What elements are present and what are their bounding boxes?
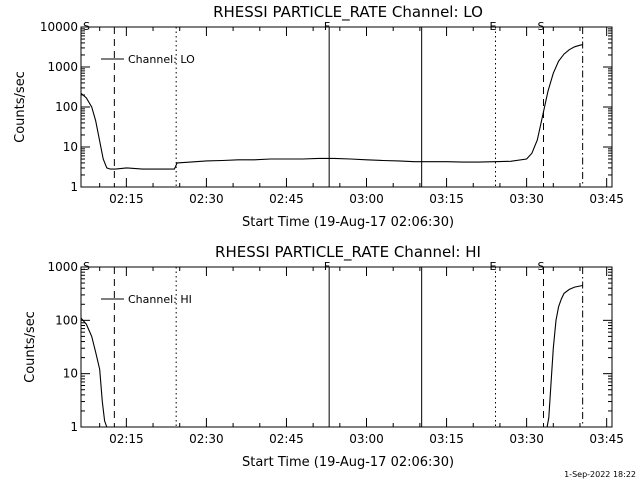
y-tick-label: 100 (55, 313, 78, 327)
x-tick-label: 03:30 (509, 192, 544, 206)
x-axis-label: Start Time (19-Aug-17 02:06:30) (242, 455, 454, 470)
event-marker-label: S (83, 20, 90, 33)
plot-frame (80, 266, 613, 428)
series-line (81, 44, 583, 170)
legend-label: Channel: LO (128, 53, 195, 66)
x-tick-label: 02:15 (109, 432, 144, 446)
series-line (81, 284, 583, 427)
legend-label: Channel: HI (128, 293, 192, 306)
x-tick-label: 03:15 (429, 192, 464, 206)
x-tick-label: 03:00 (349, 192, 384, 206)
chart-panel-lo: 1 10 100 1000 10000 02:15 02:30 02:45 03:00 03:15… (40, 20, 624, 206)
x-tick-label: 03:30 (509, 432, 544, 446)
footer-timestamp: 1-Sep-2022 18:22 (564, 470, 636, 479)
x-tick-label: 02:45 (269, 192, 304, 206)
chart-title: RHESSI PARTICLE_RATE Channel: HI (215, 243, 481, 262)
y-axis-label: Counts/sec (13, 71, 28, 143)
y-tick-label: 1000 (47, 60, 78, 74)
plot-frame (80, 26, 613, 188)
x-tick-label: 02:30 (189, 192, 224, 206)
y-tick-label: 100 (55, 100, 78, 114)
y-tick-label: 1 (70, 420, 78, 434)
x-tick-label: 03:45 (589, 432, 624, 446)
event-marker-label: S (83, 260, 90, 273)
event-marker-label: F (324, 260, 330, 273)
event-marker-label: S (538, 20, 545, 33)
y-tick-label: 10 (63, 367, 78, 381)
y-tick-label: 10 (63, 140, 78, 154)
x-tick-label: 03:00 (349, 432, 384, 446)
x-tick-label: 02:45 (269, 432, 304, 446)
y-tick-label: 10000 (40, 20, 78, 34)
y-tick-label: 1 (70, 180, 78, 194)
event-marker-label: E (490, 20, 497, 33)
x-axis-label: Start Time (19-Aug-17 02:06:30) (242, 215, 454, 230)
event-marker-label: E (490, 260, 497, 273)
y-axis-label: Counts/sec (23, 311, 38, 383)
event-marker-label: F (324, 20, 330, 33)
x-tick-label: 03:45 (589, 192, 624, 206)
event-marker-label: S (538, 260, 545, 273)
x-tick-label: 03:15 (429, 432, 464, 446)
y-tick-label: 1000 (47, 260, 78, 274)
x-tick-label: 02:30 (189, 432, 224, 446)
x-tick-label: 02:15 (109, 192, 144, 206)
chart-panel-hi: 1 10 100 1000 02:15 02:30 02:45 03:00 03:15 03:30… (47, 260, 624, 446)
chart-title: RHESSI PARTICLE_RATE Channel: LO (213, 3, 483, 22)
